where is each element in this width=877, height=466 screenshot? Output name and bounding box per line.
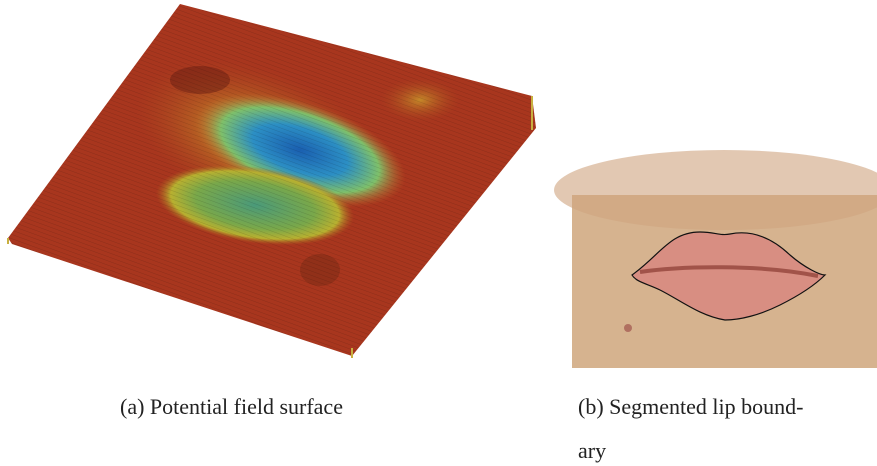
caption: ary xyxy=(578,440,606,462)
caption: (a) Potential field surface xyxy=(120,396,343,418)
lip-image xyxy=(554,150,877,368)
caption: (b) Segmented lip bound- xyxy=(578,396,803,418)
page: (a) Potential field surface (b) Segmente… xyxy=(0,0,877,466)
surface-plot xyxy=(0,0,560,360)
skin-mark xyxy=(624,324,632,332)
surface-shading xyxy=(0,0,560,360)
